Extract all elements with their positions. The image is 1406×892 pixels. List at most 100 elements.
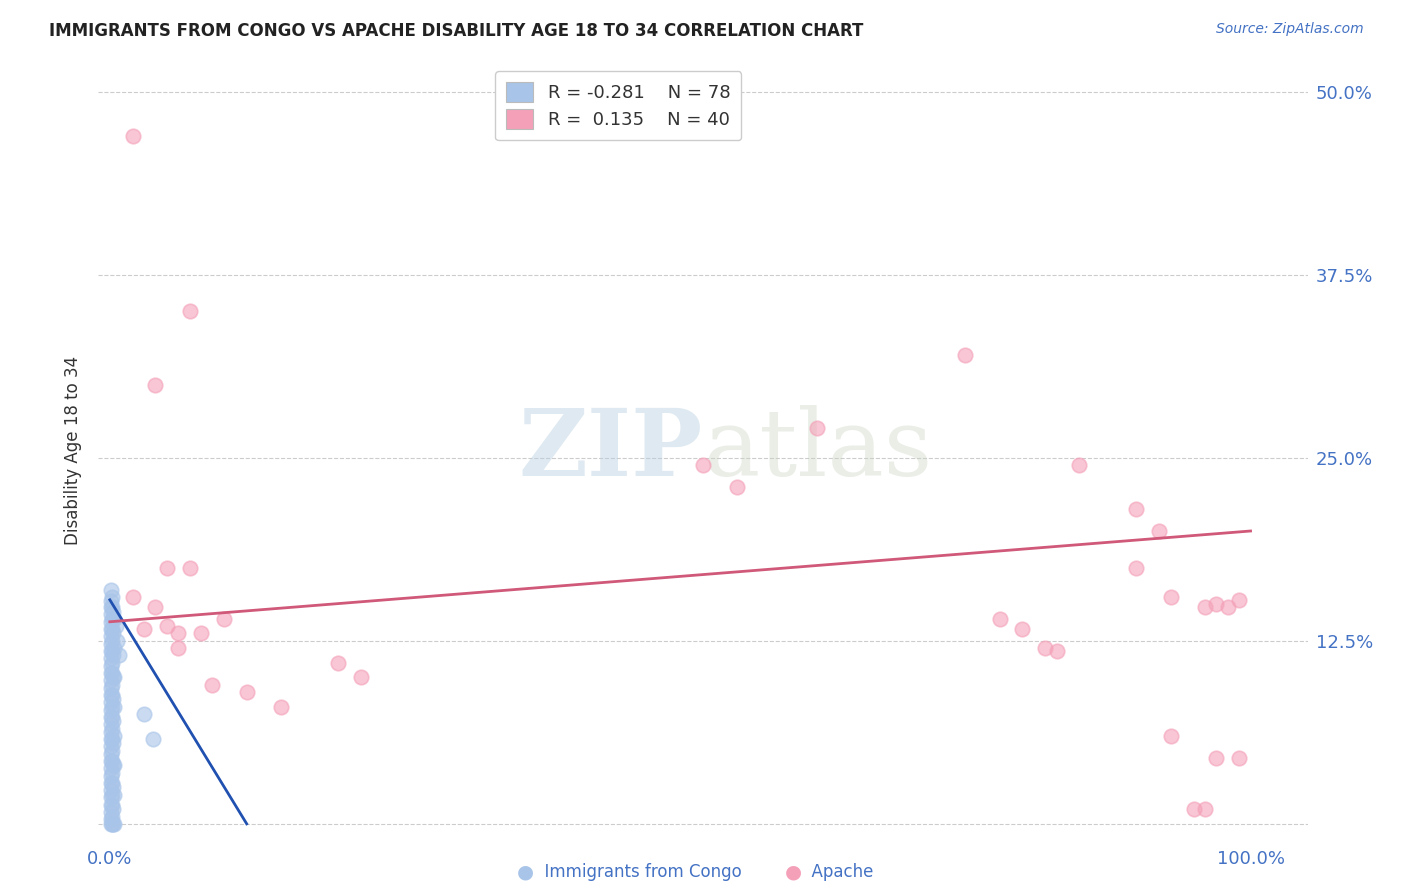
Point — [100, 747, 122, 761]
Point — [212, 612, 235, 626]
Point — [1069, 458, 1091, 472]
Point — [104, 619, 127, 633]
Point — [100, 695, 122, 709]
Point — [142, 731, 165, 746]
Point — [179, 304, 201, 318]
Text: IMMIGRANTS FROM CONGO VS APACHE DISABILITY AGE 18 TO 34 CORRELATION CHART: IMMIGRANTS FROM CONGO VS APACHE DISABILI… — [49, 22, 863, 40]
Point — [100, 731, 122, 746]
Point — [103, 626, 125, 640]
Text: atlas: atlas — [703, 406, 932, 495]
Point — [955, 348, 977, 362]
Point — [1194, 600, 1216, 615]
Point — [101, 644, 124, 658]
Point — [101, 797, 124, 812]
Point — [100, 768, 122, 782]
Point — [103, 758, 125, 772]
Point — [101, 731, 124, 746]
Point — [1227, 751, 1250, 765]
Point — [101, 809, 124, 823]
Point — [101, 744, 124, 758]
Point — [121, 128, 143, 143]
Point — [100, 813, 122, 827]
Point — [100, 817, 122, 831]
Point — [100, 594, 122, 608]
Point — [103, 758, 125, 772]
Point — [103, 692, 125, 706]
Point — [101, 765, 124, 780]
Point — [121, 590, 143, 604]
Point — [100, 761, 122, 775]
Point — [132, 622, 155, 636]
Point — [1046, 644, 1069, 658]
Point — [190, 626, 212, 640]
Point — [1205, 597, 1227, 611]
Point — [100, 629, 122, 643]
Point — [103, 729, 125, 743]
Point — [100, 797, 122, 812]
Point — [103, 605, 125, 619]
Point — [100, 710, 122, 724]
Point — [100, 754, 122, 768]
Point — [100, 724, 122, 739]
Point — [100, 644, 122, 658]
Point — [103, 817, 125, 831]
Point — [101, 600, 124, 615]
Point — [1227, 592, 1250, 607]
Point — [100, 615, 122, 629]
Text: ●: ● — [517, 863, 534, 882]
Point — [100, 717, 122, 731]
Point — [103, 612, 125, 626]
Point — [1194, 802, 1216, 816]
Point — [167, 626, 190, 640]
Point — [100, 666, 122, 681]
Point — [100, 600, 122, 615]
Point — [1011, 622, 1033, 636]
Point — [103, 670, 125, 684]
Point — [100, 673, 122, 688]
Text: ●: ● — [785, 863, 801, 882]
Point — [103, 780, 125, 795]
Point — [326, 656, 349, 670]
Point — [103, 817, 125, 831]
Point — [725, 480, 748, 494]
Point — [201, 678, 224, 692]
Point — [350, 670, 373, 684]
Point — [100, 790, 122, 805]
Point — [692, 458, 714, 472]
Point — [101, 666, 124, 681]
Text: Immigrants from Congo: Immigrants from Congo — [534, 863, 742, 881]
Point — [179, 560, 201, 574]
Point — [101, 688, 124, 702]
Y-axis label: Disability Age 18 to 34: Disability Age 18 to 34 — [65, 356, 83, 545]
Point — [235, 685, 257, 699]
Point — [103, 714, 125, 729]
Point — [101, 776, 124, 790]
Point — [145, 377, 167, 392]
Point — [1149, 524, 1171, 538]
Point — [103, 699, 125, 714]
Point — [101, 754, 124, 768]
Point — [103, 736, 125, 750]
Point — [103, 802, 125, 816]
Point — [806, 421, 828, 435]
Point — [101, 788, 124, 802]
Point — [1033, 641, 1056, 656]
Point — [101, 633, 124, 648]
Point — [101, 612, 124, 626]
Point — [100, 658, 122, 673]
Point — [101, 590, 124, 604]
Point — [100, 622, 122, 636]
Point — [145, 600, 167, 615]
Point — [101, 699, 124, 714]
Text: ZIP: ZIP — [519, 406, 703, 495]
Point — [100, 607, 122, 622]
Point — [103, 670, 125, 684]
Text: Source: ZipAtlas.com: Source: ZipAtlas.com — [1216, 22, 1364, 37]
Point — [101, 722, 124, 736]
Point — [101, 622, 124, 636]
Point — [101, 678, 124, 692]
Point — [103, 641, 125, 656]
Point — [132, 706, 155, 721]
Point — [100, 739, 122, 754]
Text: Apache: Apache — [801, 863, 873, 881]
